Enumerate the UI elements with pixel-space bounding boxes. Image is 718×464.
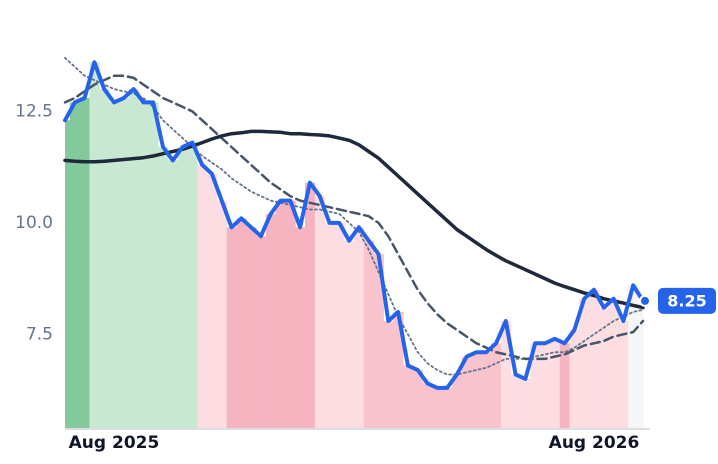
background-bar bbox=[373, 254, 384, 428]
series-line bbox=[63, 74, 645, 361]
background-bar bbox=[393, 312, 404, 428]
background-bar bbox=[334, 222, 345, 428]
background-bar bbox=[344, 240, 355, 428]
background-bar bbox=[500, 320, 512, 428]
background-bar bbox=[305, 182, 316, 428]
background-bar bbox=[226, 227, 237, 428]
background-bar bbox=[628, 285, 639, 428]
background-bar bbox=[324, 222, 335, 428]
background-bar bbox=[236, 218, 247, 428]
background-bar bbox=[187, 142, 198, 428]
x-tick-label: Aug 2026 bbox=[549, 433, 640, 453]
background-bar bbox=[559, 343, 571, 428]
background-bar bbox=[510, 374, 522, 428]
background-bar bbox=[79, 97, 90, 428]
series-line bbox=[63, 129, 645, 310]
background-bar bbox=[540, 343, 551, 428]
background-bar bbox=[295, 227, 306, 428]
background-bar bbox=[569, 329, 580, 428]
background-bar bbox=[461, 356, 473, 428]
background-bar bbox=[618, 320, 629, 428]
background-bar bbox=[579, 298, 590, 428]
background-bar bbox=[177, 147, 188, 428]
background-bar bbox=[451, 374, 463, 428]
background-bar bbox=[549, 338, 561, 428]
background-bar bbox=[89, 62, 100, 428]
background-bar bbox=[65, 120, 71, 428]
background-bar bbox=[608, 298, 620, 428]
background-bar bbox=[383, 320, 394, 428]
background-bar bbox=[530, 343, 541, 428]
background-bar bbox=[69, 102, 81, 429]
background-bar bbox=[256, 236, 267, 428]
background-bar bbox=[246, 227, 257, 428]
background-bar bbox=[207, 173, 218, 428]
background-bar bbox=[285, 200, 296, 428]
background-bar bbox=[402, 365, 414, 428]
background-bar bbox=[109, 102, 120, 429]
y-tick-label: 7.5 bbox=[26, 324, 53, 344]
background-bar bbox=[412, 370, 424, 428]
last-value-label: 8.25 bbox=[667, 291, 706, 310]
last-value-badge bbox=[658, 287, 716, 314]
background-bar bbox=[422, 383, 433, 428]
background-bar bbox=[275, 200, 286, 428]
background-bar bbox=[471, 352, 482, 428]
background-bar bbox=[589, 289, 600, 428]
y-tick-label: 10.0 bbox=[15, 213, 53, 233]
background-bar bbox=[138, 102, 149, 429]
y-tick-label: 12.5 bbox=[15, 101, 53, 121]
background-bar bbox=[118, 97, 130, 428]
series-line bbox=[63, 60, 645, 390]
background-bar bbox=[363, 240, 375, 428]
background-bar bbox=[197, 164, 208, 428]
background-bar bbox=[158, 147, 169, 428]
background-bar bbox=[265, 213, 277, 428]
background-bar bbox=[491, 343, 502, 428]
background-bar bbox=[128, 89, 139, 429]
background-bar bbox=[148, 102, 159, 429]
background-bar bbox=[520, 378, 531, 428]
background-bar bbox=[442, 387, 453, 428]
x-tick-label: Aug 2025 bbox=[69, 433, 160, 453]
background-bar bbox=[432, 387, 443, 428]
series-line bbox=[64, 56, 644, 376]
background-bar bbox=[598, 307, 610, 428]
background-bar bbox=[638, 300, 644, 428]
background-bar bbox=[481, 352, 492, 428]
background-bar bbox=[354, 227, 365, 428]
background-bar bbox=[99, 89, 110, 429]
background-bar bbox=[167, 160, 179, 428]
last-point bbox=[639, 294, 651, 307]
background-bar bbox=[314, 196, 326, 428]
background-bar bbox=[216, 200, 228, 428]
